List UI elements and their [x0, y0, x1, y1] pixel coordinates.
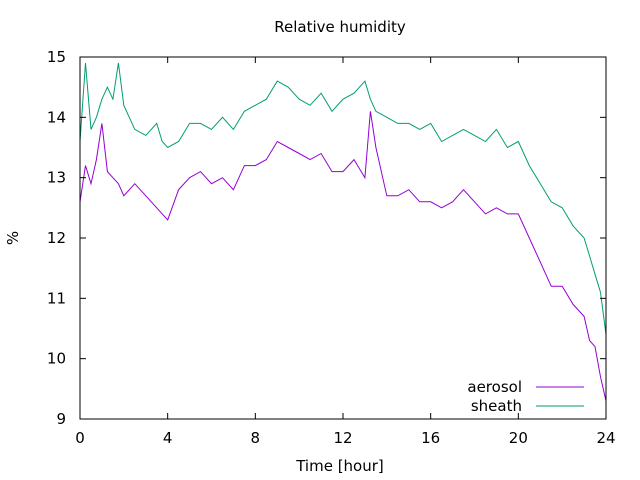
y-tick-label: 13	[47, 169, 66, 187]
x-tick-label: 0	[75, 429, 85, 447]
series-line-aerosol	[79, 111, 607, 402]
y-axis-title: %	[4, 231, 22, 245]
legend-label-sheath: sheath	[471, 397, 522, 415]
x-tick-label: 20	[509, 429, 528, 447]
ticks-layer: 0 4 8 12 16 20 24 9 10 11 12 13 14 15	[47, 48, 616, 447]
chart-title: Relative humidity	[274, 18, 406, 36]
x-tick-label: 8	[251, 429, 261, 447]
y-tick-label: 15	[47, 48, 66, 66]
y-tick-label: 10	[47, 350, 66, 368]
y-tick-label: 14	[47, 108, 66, 126]
y-tick-label: 11	[47, 289, 66, 307]
x-tick-label: 24	[596, 429, 615, 447]
plot-frame	[79, 56, 607, 420]
legend-label-aerosol: aerosol	[467, 378, 522, 396]
y-tick-label: 9	[56, 410, 66, 428]
x-tick-label: 16	[421, 429, 440, 447]
x-tick-label: 12	[333, 429, 352, 447]
series-layer	[79, 62, 607, 402]
series-line-sheath	[79, 62, 607, 335]
y-tick-label: 12	[47, 229, 66, 247]
x-axis-title: Time [hour]	[295, 457, 384, 475]
x-tick-label: 4	[163, 429, 173, 447]
